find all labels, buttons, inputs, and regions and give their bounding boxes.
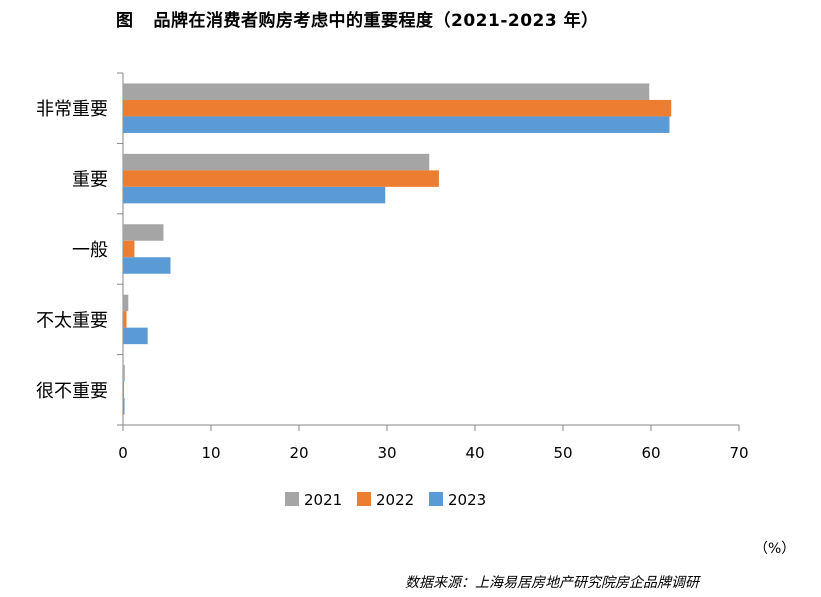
x-tick-label: 0	[118, 444, 128, 462]
legend-swatch	[285, 492, 299, 506]
x-tick-label: 60	[641, 444, 660, 462]
bar	[123, 240, 135, 258]
x-tick-label: 50	[553, 444, 572, 462]
category-label: 一般	[72, 240, 108, 261]
legend-label: 2023	[448, 491, 486, 509]
unit-label: （%）	[754, 541, 796, 557]
x-tick-label: 20	[289, 444, 308, 462]
bar	[123, 116, 670, 133]
x-tick-label: 10	[201, 444, 220, 462]
category-label: 很不重要	[36, 381, 108, 402]
category-label: 不太重要	[36, 310, 108, 331]
category-label: 重要	[72, 170, 108, 191]
legend-swatch	[429, 492, 443, 506]
bar	[123, 99, 672, 117]
bar	[123, 311, 127, 328]
bar	[123, 153, 430, 171]
chart-title: 图品牌在消费者购房考虑中的重要程度（2021-2023 年）	[116, 6, 599, 31]
bar	[123, 294, 129, 312]
bar	[123, 398, 125, 415]
legend-label: 2021	[304, 491, 342, 509]
figure-label: 图	[116, 11, 134, 31]
bar	[123, 257, 171, 274]
bar	[123, 170, 439, 187]
chart-title-text: 品牌在消费者购房考虑中的重要程度（2021-2023 年）	[153, 11, 599, 31]
bar	[123, 381, 124, 399]
bar	[123, 327, 148, 345]
bar	[123, 83, 650, 100]
x-tick-label: 40	[465, 444, 484, 462]
category-label: 非常重要	[36, 99, 108, 120]
x-tick-label: 30	[377, 444, 396, 462]
legend-label: 2022	[376, 491, 414, 509]
bar	[123, 365, 125, 382]
bar	[123, 186, 386, 204]
legend-swatch	[357, 492, 371, 506]
bar	[123, 224, 164, 241]
source-note: 数据来源：上海易居房地产研究院房企品牌调研	[405, 575, 699, 591]
x-tick-label: 70	[729, 444, 748, 462]
